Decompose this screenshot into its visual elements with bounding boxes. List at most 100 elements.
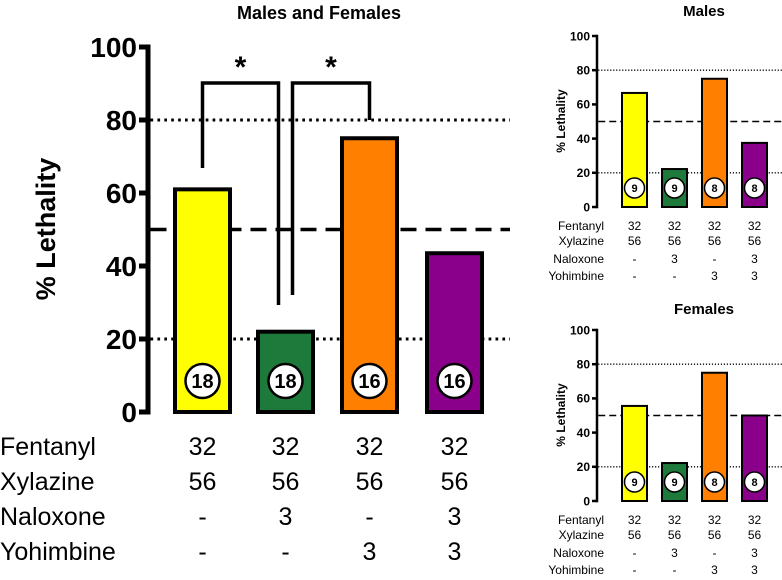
- sample-size-label: 9: [671, 477, 677, 489]
- table-row-label: Yohimbine: [548, 563, 604, 577]
- sample-size-circle: [663, 177, 686, 199]
- table-row-label: Fentanyl: [558, 219, 604, 233]
- significance-star: *: [325, 51, 337, 84]
- table-row-label: Yohimbine: [548, 269, 604, 283]
- chart-title: Females: [674, 301, 734, 318]
- table-cell: -: [198, 503, 206, 531]
- table-row-label: Xylazine: [559, 528, 605, 542]
- table-cell: -: [673, 563, 677, 577]
- table-cell: 32: [189, 433, 217, 461]
- sample-size-circle: [703, 177, 726, 199]
- sample-size-circle: [623, 471, 646, 493]
- sample-size-label: 8: [711, 477, 717, 489]
- sample-size-label: 8: [751, 183, 757, 195]
- sample-size-circle: [663, 471, 686, 493]
- y-axis-label: % Lethality: [554, 383, 568, 447]
- sample-size-circle: [184, 362, 221, 400]
- table-cell: -: [713, 546, 717, 560]
- table-cell: 56: [441, 468, 469, 496]
- chart-females: Females % Lethality 0 20 40 60 80 100 9 9 8 8 Fentan…: [548, 301, 782, 577]
- table-cell: 3: [448, 538, 462, 566]
- table-cell: 3: [363, 538, 377, 566]
- y-tick-label: 0: [121, 397, 137, 428]
- y-axis-label: % Lethality: [554, 89, 568, 153]
- table-cell: 32: [708, 219, 722, 233]
- table-cell: 3: [711, 563, 718, 577]
- sample-size-circle: [703, 471, 726, 493]
- table-cell: 32: [668, 219, 682, 233]
- table-cell: 3: [751, 252, 758, 266]
- y-tick-label: 60: [577, 98, 591, 112]
- table-cell: -: [713, 252, 717, 266]
- table-cell: 32: [748, 513, 762, 527]
- chart-males-and-females: Males and Females % Lethality 0 20 40 60 80 100…: [0, 3, 510, 566]
- significance-bracket: [290, 81, 372, 295]
- y-tick-label: 100: [570, 323, 590, 337]
- y-axis-label: % Lethality: [31, 158, 61, 301]
- table-cell: 32: [668, 513, 682, 527]
- table-cell: 32: [748, 219, 762, 233]
- table-cell: 3: [279, 503, 293, 531]
- sample-size-label: 18: [274, 371, 296, 393]
- table-cell: 3: [671, 252, 678, 266]
- table-cell: 56: [748, 528, 762, 542]
- chart-title: Males: [683, 3, 725, 20]
- table-cell: -: [633, 269, 637, 283]
- y-tick-label: 40: [577, 132, 591, 146]
- table-cell: 56: [708, 528, 722, 542]
- sample-size-label: 18: [191, 371, 213, 393]
- sample-size-circle: [743, 471, 766, 493]
- bar-2: [256, 329, 315, 415]
- table-cell: 56: [628, 528, 642, 542]
- y-tick-label: 40: [106, 251, 137, 282]
- table-cell: -: [633, 252, 637, 266]
- y-tick-label: 20: [577, 166, 591, 180]
- significance-bracket: [200, 81, 281, 305]
- table-cell: 3: [711, 269, 718, 283]
- chart-title: Males and Females: [237, 3, 401, 23]
- table-cell: 56: [668, 528, 682, 542]
- table-row-label: Yohimbine: [0, 538, 116, 566]
- table-cell: 56: [189, 468, 217, 496]
- y-tick-label: 60: [577, 392, 591, 406]
- table-row-label: Xylazine: [559, 234, 605, 248]
- y-tick-label: 100: [90, 32, 137, 63]
- y-tick-label: 80: [577, 358, 591, 372]
- table-cell: 32: [708, 513, 722, 527]
- sample-size-circle: [267, 362, 304, 400]
- table-row-label: Naloxone: [553, 546, 604, 560]
- sample-size-label: 8: [711, 183, 717, 195]
- table-cell: 56: [356, 468, 384, 496]
- table-cell: 32: [628, 513, 642, 527]
- significance-star: *: [235, 51, 247, 84]
- sample-size-circle: [743, 177, 766, 199]
- y-tick-label: 0: [583, 200, 590, 214]
- sample-size-label: 16: [443, 371, 465, 393]
- y-tick-label: 0: [583, 494, 590, 508]
- table-cell: 56: [628, 234, 642, 248]
- table-cell: 32: [356, 433, 384, 461]
- table-row-label: Xylazine: [0, 468, 95, 496]
- table-cell: 32: [441, 433, 469, 461]
- table-cell: 3: [751, 546, 758, 560]
- sample-size-circle: [623, 177, 646, 199]
- table-row-label: Naloxone: [553, 252, 604, 266]
- chart-males: Males % Lethality 0 20 40 60 80 100 9 9 8 8 Fentanyl…: [548, 3, 782, 283]
- table-row-label: Fentanyl: [0, 433, 96, 461]
- table-cell: 32: [272, 433, 300, 461]
- table-row-label: Naloxone: [0, 503, 106, 531]
- table-cell: 3: [751, 563, 758, 577]
- y-tick-label: 100: [570, 29, 590, 43]
- table-cell: 56: [708, 234, 722, 248]
- table-cell: 56: [272, 468, 300, 496]
- sample-size-label: 9: [631, 183, 637, 195]
- sample-size-label: 8: [751, 477, 757, 489]
- table-cell: 56: [668, 234, 682, 248]
- table-cell: -: [633, 546, 637, 560]
- table-cell: 3: [751, 269, 758, 283]
- table-cell: 3: [448, 503, 462, 531]
- y-tick-label: 40: [577, 426, 591, 440]
- table-cell: -: [281, 538, 289, 566]
- table-cell: 32: [628, 219, 642, 233]
